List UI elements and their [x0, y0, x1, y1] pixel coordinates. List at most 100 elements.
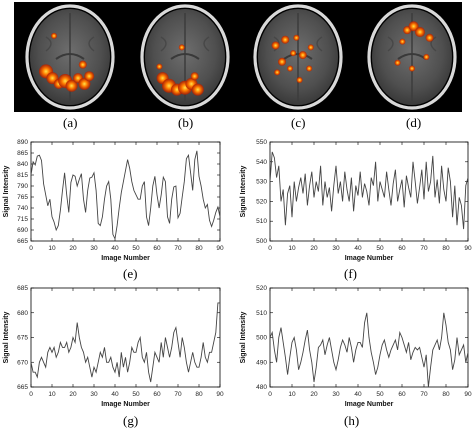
x-tick-label: 80: [195, 391, 203, 398]
series-line: [30, 150, 221, 241]
plot-frame: [30, 287, 221, 388]
activation-spot: [73, 73, 83, 84]
activation-spot: [53, 78, 64, 89]
y-tick-label: 520: [256, 285, 267, 292]
y-axis-label: Signal Intensity: [240, 312, 247, 364]
activation-spot: [298, 51, 307, 60]
x-tick-label: 10: [48, 391, 56, 398]
sulcus: [273, 36, 323, 52]
activation-spot: [415, 27, 425, 38]
x-tick-label: 0: [268, 391, 272, 398]
y-tick-label: 665: [17, 384, 28, 391]
x-tick-label: 40: [111, 245, 119, 252]
caption-c: (c): [291, 115, 306, 130]
activation-spot: [51, 32, 57, 39]
x-tick-label: 30: [332, 245, 340, 252]
axis-ticks: 0 10 20 30 40 50 60 70 80 90 665 690 715 740 765 790 815…: [17, 139, 224, 252]
activation-spot: [307, 44, 314, 51]
caption-h: (h): [344, 413, 360, 428]
x-axis-label: Image Number: [101, 401, 150, 408]
activation-spot: [408, 21, 419, 32]
caption-d: (d): [406, 115, 422, 130]
x-tick-label: 80: [195, 245, 203, 252]
activation-spot: [39, 64, 53, 79]
activation-spot: [65, 79, 78, 92]
x-tick-label: 60: [153, 391, 161, 398]
x-tick-label: 20: [69, 245, 77, 252]
y-tick-label: 890: [17, 139, 28, 146]
y-tick-label: 500: [256, 335, 267, 342]
caption-b: (b): [178, 115, 194, 130]
y-tick-label: 840: [17, 161, 28, 168]
y-tick-label: 540: [256, 159, 267, 166]
skull-ring: [25, 4, 115, 110]
activation-spot: [290, 50, 297, 57]
activation-spot: [178, 80, 192, 95]
y-tick-label: 510: [256, 310, 267, 317]
sulcus: [160, 36, 210, 52]
activation-spot: [274, 69, 281, 76]
x-axis-label: Image Number: [101, 255, 150, 262]
x-tick-label: 0: [268, 245, 272, 252]
x-tick-label: 20: [69, 391, 77, 398]
x-tick-label: 50: [376, 391, 384, 398]
y-tick-label: 510: [256, 218, 267, 225]
activation-spot: [271, 41, 280, 50]
x-tick-label: 0: [29, 245, 33, 252]
y-tick-label: 690: [17, 227, 28, 234]
activation-spot: [190, 72, 199, 81]
x-tick-label: 70: [420, 245, 428, 252]
activation-spot: [178, 44, 185, 51]
brain-slice: [25, 4, 115, 110]
activation-spot: [191, 83, 204, 96]
ventricle: [55, 53, 85, 60]
brain-tissue: [258, 9, 338, 105]
y-axis-label: Signal Intensity: [240, 166, 247, 218]
brain-tissue: [145, 9, 225, 105]
y-tick-label: 670: [17, 359, 28, 366]
y-axis-label: Signal Intensity: [3, 166, 10, 218]
y-tick-label: 530: [256, 179, 267, 186]
activation-spot: [403, 26, 412, 35]
y-tick-label: 790: [17, 183, 28, 190]
x-tick-label: 10: [288, 245, 296, 252]
x-tick-label: 30: [90, 391, 98, 398]
brain-slice: [253, 4, 343, 110]
x-tick-label: 70: [174, 391, 182, 398]
y-tick-label: 740: [17, 205, 28, 212]
activation-spot: [293, 34, 300, 41]
x-tick-label: 30: [90, 245, 98, 252]
chart-f: 0 10 20 30 40 50 60 70 80 90 500 510 520 530 540 550 Ima…: [240, 139, 472, 262]
activation-spot: [162, 78, 176, 93]
activation-spot: [156, 72, 169, 85]
brain-slice: [367, 4, 457, 110]
activation-spot: [281, 35, 290, 44]
x-tick-label: 90: [464, 391, 472, 398]
y-tick-label: 685: [17, 285, 28, 292]
activation-spot: [306, 65, 313, 72]
y-tick-label: 665: [17, 238, 28, 245]
x-tick-label: 70: [174, 245, 182, 252]
x-tick-label: 10: [288, 391, 296, 398]
skull-ring: [253, 4, 343, 110]
y-tick-label: 480: [256, 384, 267, 391]
activation-spot: [84, 71, 95, 82]
ventricle: [283, 53, 313, 60]
activation-spot: [423, 54, 430, 60]
activation-spot: [171, 83, 183, 96]
x-tick-label: 10: [48, 245, 56, 252]
x-tick-label: 50: [376, 245, 384, 252]
y-axis-label: Signal Intensity: [3, 312, 10, 364]
y-tick-label: 500: [256, 238, 267, 245]
x-tick-label: 30: [332, 391, 340, 398]
x-tick-label: 90: [216, 391, 224, 398]
x-tick-label: 40: [111, 391, 119, 398]
y-tick-label: 520: [256, 198, 267, 205]
caption-e: (e): [123, 266, 138, 281]
scan-strip-background: [14, 2, 462, 112]
sulcus: [387, 36, 437, 52]
activation-spot: [78, 60, 87, 69]
activation-spot: [156, 63, 163, 70]
x-tick-label: 40: [354, 245, 362, 252]
activation-spot: [399, 38, 406, 45]
